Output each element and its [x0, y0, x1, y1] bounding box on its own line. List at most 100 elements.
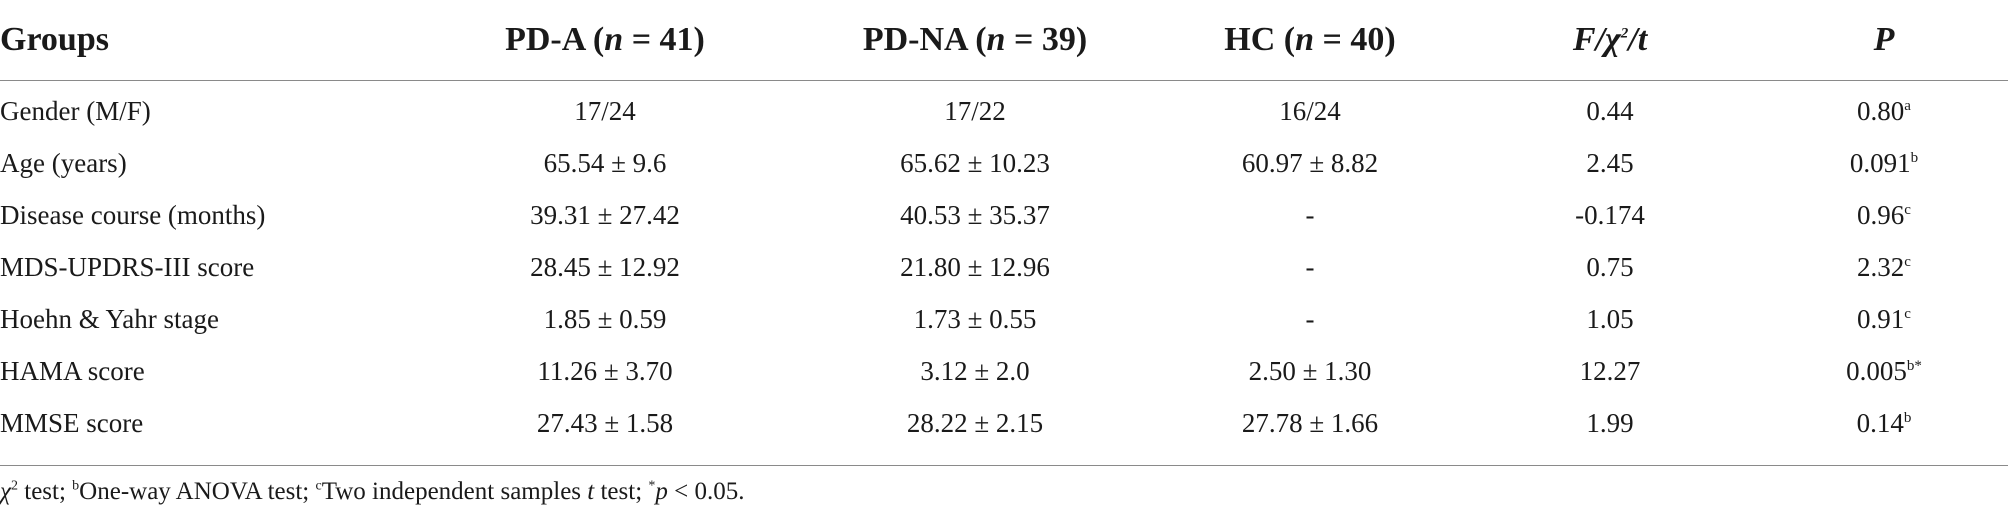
p-value: 0.96: [1857, 199, 1905, 230]
header-row: Groups PD-A (n = 41) PD-NA (n = 39) HC (…: [0, 0, 2008, 81]
header-pd-na: PD-NA (n = 39): [790, 0, 1160, 81]
header-hc-name: HC (: [1224, 21, 1296, 58]
header-pd-a-n: n: [604, 21, 624, 58]
cell-pd-a: 27.43 ± 1.58: [536, 407, 674, 438]
header-stat-t: t: [1637, 21, 1648, 58]
row-label: MMSE score: [0, 407, 144, 438]
cell-p-value: 2.32c: [1760, 241, 2008, 293]
table-row: HAMA score 11.26 ± 3.70 3.12 ± 2.0 2.50 …: [0, 345, 2008, 397]
cell-pd-na: 1.73 ± 0.55: [913, 303, 1037, 334]
p-value-marker: b*: [1906, 357, 1922, 374]
p-value: 2.32: [1857, 251, 1905, 282]
header-pd-a-count: = 41): [623, 21, 705, 58]
footnote-p: p: [655, 478, 668, 505]
table-footnote: χ2 test; bOne-way ANOVA test; cTwo indep…: [0, 478, 745, 506]
cell-pd-na: 65.62 ± 10.23: [900, 147, 1050, 178]
table-row: Age (years) 65.54 ± 9.6 65.62 ± 10.23 60…: [0, 137, 2008, 189]
p-value: 0.91: [1857, 303, 1905, 334]
cell-pd-a: 1.85 ± 0.59: [543, 303, 667, 334]
cell-pd-a: 28.45 ± 12.92: [530, 251, 680, 282]
header-pd-na-n: n: [986, 21, 1006, 58]
p-value-marker: c: [1904, 253, 1911, 270]
row-label: Age (years): [0, 147, 127, 178]
header-pd-na-count: = 39): [1005, 21, 1088, 58]
cell-hc: 60.97 ± 8.82: [1241, 147, 1379, 178]
footnote-marker-c: c: [315, 478, 322, 494]
cell-pd-a: 39.31 ± 27.42: [530, 199, 680, 230]
p-value: 0.005: [1846, 355, 1907, 386]
cell-p-value: 0.14b: [1760, 397, 2008, 453]
header-stat-chi-exponent: 2: [1620, 25, 1629, 42]
cell-hc: -: [1305, 303, 1315, 334]
cell-hc: -: [1305, 199, 1315, 230]
table-row: Hoehn & Yahr stage 1.85 ± 0.59 1.73 ± 0.…: [0, 293, 2008, 345]
header-stat-f: F: [1572, 21, 1596, 58]
p-value-marker: a: [1904, 97, 1911, 114]
header-pd-a-name: PD-A (: [505, 21, 605, 58]
header-hc-n: n: [1295, 21, 1315, 58]
header-hc: HC (n = 40): [1160, 0, 1460, 81]
table-row: MDS-UPDRS-III score 28.45 ± 12.92 21.80 …: [0, 241, 2008, 293]
cell-statistic: 2.45: [1586, 147, 1634, 178]
cell-p-value: 0.96c: [1760, 189, 2008, 241]
table-header: Groups PD-A (n = 41) PD-NA (n = 39) HC (…: [0, 0, 2008, 81]
cell-hc: -: [1305, 251, 1315, 282]
header-stat-slash-2: /: [1628, 21, 1638, 58]
cell-hc: 27.78 ± 1.66: [1241, 407, 1379, 438]
footnote-text-4: test;: [594, 478, 649, 505]
cell-pd-na: 21.80 ± 12.96: [900, 251, 1050, 282]
cell-pd-a: 17/24: [574, 95, 636, 126]
header-stat-chi: χ: [1604, 21, 1621, 58]
row-label: HAMA score: [0, 355, 145, 386]
cell-statistic: 1.99: [1586, 407, 1634, 438]
header-pd-a: PD-A (n = 41): [420, 0, 790, 81]
p-value-marker: b: [1910, 149, 1919, 166]
p-value-marker: c: [1904, 305, 1911, 322]
table-row: MMSE score 27.43 ± 1.58 28.22 ± 2.15 27.…: [0, 397, 2008, 453]
row-label: Hoehn & Yahr stage: [0, 303, 219, 334]
cell-statistic: 12.27: [1579, 355, 1641, 386]
row-label: MDS-UPDRS-III score: [0, 251, 255, 282]
footnote-text-5: < 0.05.: [667, 478, 745, 505]
footnote-t: t: [587, 478, 595, 505]
header-p-value: P: [1760, 0, 2008, 81]
cell-p-value: 0.091b: [1760, 137, 2008, 189]
table-row: Disease course (months) 39.31 ± 27.42 40…: [0, 189, 2008, 241]
header-hc-count: = 40): [1314, 21, 1396, 58]
footnote-text-2: One-way ANOVA test;: [79, 478, 316, 505]
cell-pd-a: 65.54 ± 9.6: [543, 147, 667, 178]
demographics-table: Groups PD-A (n = 41) PD-NA (n = 39) HC (…: [0, 0, 2008, 453]
data-table-container: Groups PD-A (n = 41) PD-NA (n = 39) HC (…: [0, 0, 2008, 453]
cell-p-value: 0.005b*: [1760, 345, 2008, 397]
cell-pd-na: 40.53 ± 35.37: [900, 199, 1050, 230]
cell-statistic: 0.44: [1586, 95, 1634, 126]
p-value: 0.091: [1849, 147, 1911, 178]
footnote-chi-exponent: 2: [11, 478, 18, 494]
cell-hc: 2.50 ± 1.30: [1248, 355, 1372, 386]
row-label: Disease course (months): [0, 199, 266, 230]
row-label: Gender (M/F): [0, 95, 151, 126]
cell-pd-na: 28.22 ± 2.15: [906, 407, 1044, 438]
footnote-marker-b: b: [72, 478, 80, 494]
p-value-marker: b: [1903, 409, 1912, 426]
footnote-marker-star: *: [648, 478, 656, 494]
cell-p-value: 0.91c: [1760, 293, 2008, 345]
footnote-chi: χ: [0, 478, 11, 505]
header-statistic: F/χ2/t: [1460, 0, 1760, 81]
cell-pd-na: 3.12 ± 2.0: [920, 355, 1030, 386]
cell-hc: 16/24: [1279, 95, 1341, 126]
header-stat-slash-1: /: [1595, 21, 1605, 58]
cell-pd-na: 17/22: [944, 95, 1006, 126]
cell-statistic: 1.05: [1586, 303, 1634, 334]
cell-statistic: 0.75: [1586, 251, 1634, 282]
p-value-marker: c: [1904, 201, 1911, 218]
cell-pd-a: 11.26 ± 3.70: [537, 355, 673, 386]
table-bottom-rule: [0, 465, 2008, 466]
header-pd-na-name: PD-NA (: [862, 21, 987, 58]
table-row: Gender (M/F) 17/24 17/22 16/24 0.44 0.80…: [0, 81, 2008, 138]
cell-p-value: 0.80a: [1760, 81, 2008, 138]
header-groups: Groups: [0, 0, 420, 81]
p-value: 0.14: [1856, 407, 1904, 438]
footnote-text-3: Two independent samples: [321, 478, 588, 505]
footnote-text-1: test;: [18, 478, 73, 505]
